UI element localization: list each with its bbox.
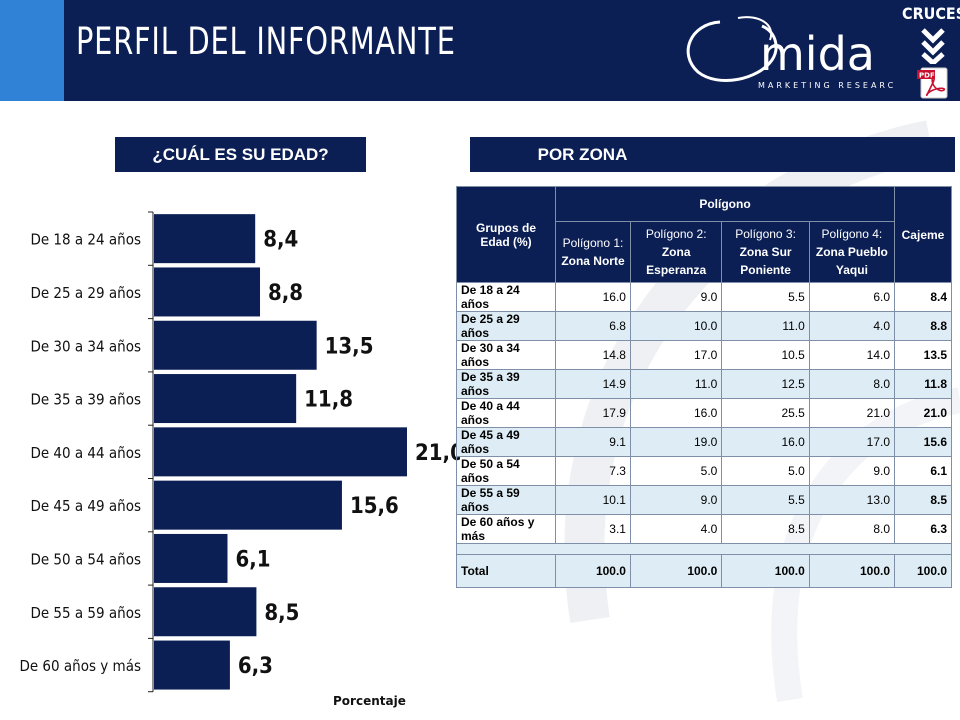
bar [154,480,342,530]
poligono-header: Polígono [555,186,895,222]
logo-subtext: MARKETING RESEARCH [758,81,895,90]
table-row: De 60 años y más 3.1 4.0 8.5 8.0 6.3 [456,514,952,544]
category-label: De 25 a 29 años [30,284,141,302]
category-label: De 35 a 39 años [30,391,141,409]
poligono-1-header: Polígono 1: Zona Norte [555,221,631,283]
category-label: De 50 a 54 años [30,550,141,568]
category-label: De 18 a 24 años [30,231,141,249]
zona-table: Grupos de Edad (%) Polígono Cajeme Políg… [456,186,952,588]
category-label: De 45 a 49 años [30,497,141,515]
bar-value-label: 6,1 [235,547,270,572]
bar-value-label: 8,8 [268,281,303,306]
poligono-3-header: Polígono 3: Zona Sur Poniente [721,221,810,283]
logo-text: mida [760,27,875,81]
table-total-row: Total 100.0 100.0 100.0 100.0 100.0 [456,554,952,588]
cajeme-header: Cajeme [894,186,952,283]
table-spacer-row [456,543,952,555]
bar [154,640,230,690]
page-title: PERFIL DEL INFORMANTE [76,20,456,63]
bar [154,587,257,637]
bar [154,374,297,424]
bar [154,427,407,477]
bar [154,267,261,317]
poligono-4-header: Polígono 4: Zona Pueblo Yaqui [808,221,896,283]
pdf-icon[interactable]: PDF [917,66,951,100]
table-row: De 45 a 49 años 9.1 19.0 16.0 17.0 15.6 [456,427,952,457]
table-row: De 50 a 54 años 7.3 5.0 5.0 9.0 6.1 [456,456,952,486]
omida-logo: mida MARKETING RESEARCH [686,16,895,90]
cruces-link[interactable]: CRUCES [902,4,960,23]
zona-section-title: POR ZONA [537,145,628,164]
pdf-label: PDF [919,72,935,80]
bar [154,533,228,583]
edad-section-header: ¿CUÁL ES SU EDAD? [115,137,366,172]
category-label: De 40 a 44 años [30,444,141,462]
header-bar [0,0,960,101]
table-row: De 35 a 39 años 14.9 11.0 12.5 8.0 11.8 [456,369,952,399]
grupos-de-edad-header: Grupos de Edad (%) [456,186,556,283]
table-row: De 40 a 44 años 17.9 16.0 25.5 21.0 21.0 [456,398,952,428]
bar-value-label: 21,0 [415,441,460,466]
poligono-2-header: Polígono 2: Zona Esperanza [629,221,723,283]
bar-value-label: 11,8 [304,388,353,413]
bar [154,320,317,370]
bar-value-label: 6,3 [238,654,273,679]
header-accent [0,0,64,101]
bar-value-label: 13,5 [325,334,374,359]
table-row: De 55 a 59 años 10.1 9.0 5.5 13.0 8.5 [456,485,952,515]
bar [154,214,256,264]
table-row: De 30 a 34 años 14.8 17.0 10.5 14.0 13.5 [456,340,952,370]
table-row: De 18 a 24 años 16.0 9.0 5.5 6.0 8.4 [456,282,952,312]
x-axis-label: Porcentaje [333,694,406,708]
bar-value-label: 8,4 [263,228,298,253]
chevron-down-icon[interactable] [918,26,948,64]
bar-value-label: 8,5 [264,601,299,626]
zona-section-header: POR ZONA [470,137,955,172]
table-row: De 25 a 29 años 6.8 10.0 11.0 4.0 8.8 [456,311,952,341]
category-label: De 30 a 34 años [30,337,141,355]
category-label: De 60 años y más [19,657,141,675]
category-label: De 55 a 59 años [30,604,141,622]
bar-value-label: 15,6 [350,494,399,519]
age-bar-chart: 8,4 De 18 a 24 años 8,8 De 25 a 29 años 13,5… [19,211,460,693]
